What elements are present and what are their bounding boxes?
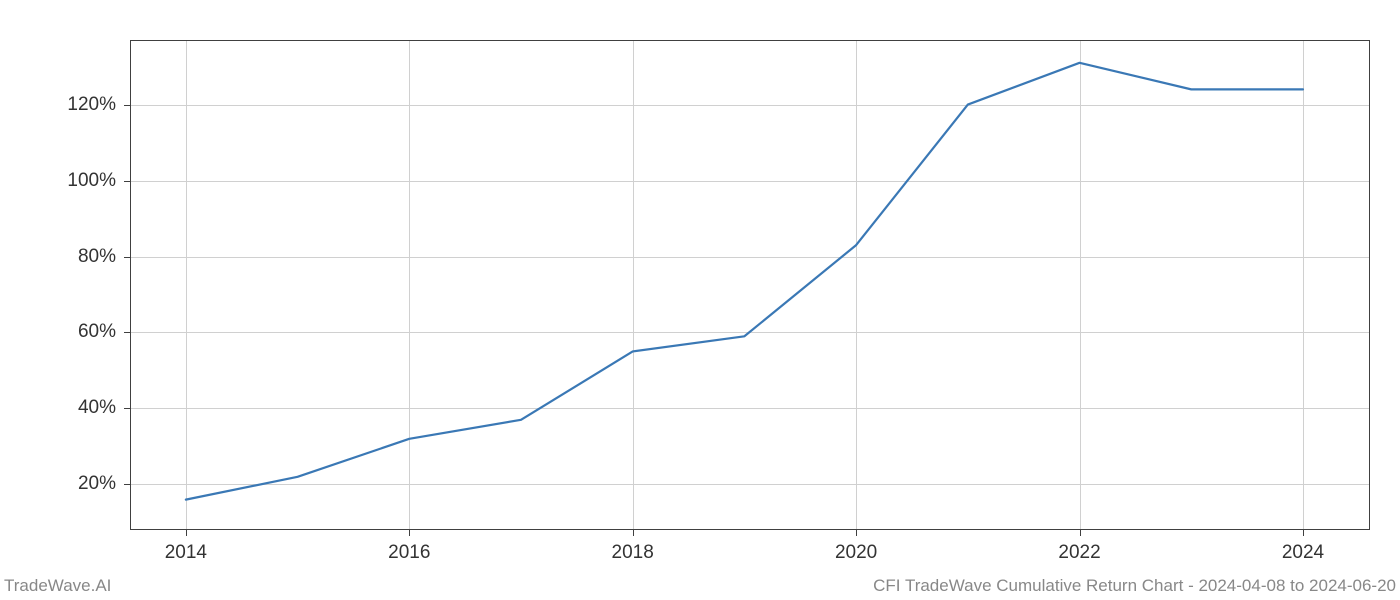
cumulative-return-line (186, 63, 1303, 500)
y-tick-label: 60% (78, 321, 116, 343)
x-tick-mark (633, 530, 634, 536)
y-tick-label: 100% (67, 170, 116, 192)
x-tick-mark (186, 530, 187, 536)
footer-right-text: CFI TradeWave Cumulative Return Chart - … (873, 576, 1396, 596)
x-tick-label: 2022 (1058, 542, 1100, 564)
y-tick-label: 20% (78, 473, 116, 495)
x-tick-mark (1303, 530, 1304, 536)
x-tick-label: 2024 (1282, 542, 1324, 564)
y-tick-label: 40% (78, 397, 116, 419)
x-tick-mark (1080, 530, 1081, 536)
chart-container: 20% 40% 60% 80% 100% 120% 2014 2016 2018 2020 2022… (0, 0, 1400, 600)
x-tick-label: 2018 (612, 542, 654, 564)
y-tick-label: 120% (67, 94, 116, 116)
x-tick-mark (856, 530, 857, 536)
line-series-svg (130, 40, 1370, 530)
x-tick-mark (409, 530, 410, 536)
footer-left-text: TradeWave.AI (4, 576, 111, 596)
plot-area: 20%40%60%80%100%120%20142016201820202022… (130, 40, 1370, 530)
x-tick-label: 2020 (835, 542, 877, 564)
x-tick-label: 2016 (388, 542, 430, 564)
y-tick-label: 80% (78, 246, 116, 268)
x-tick-label: 2014 (165, 542, 207, 564)
